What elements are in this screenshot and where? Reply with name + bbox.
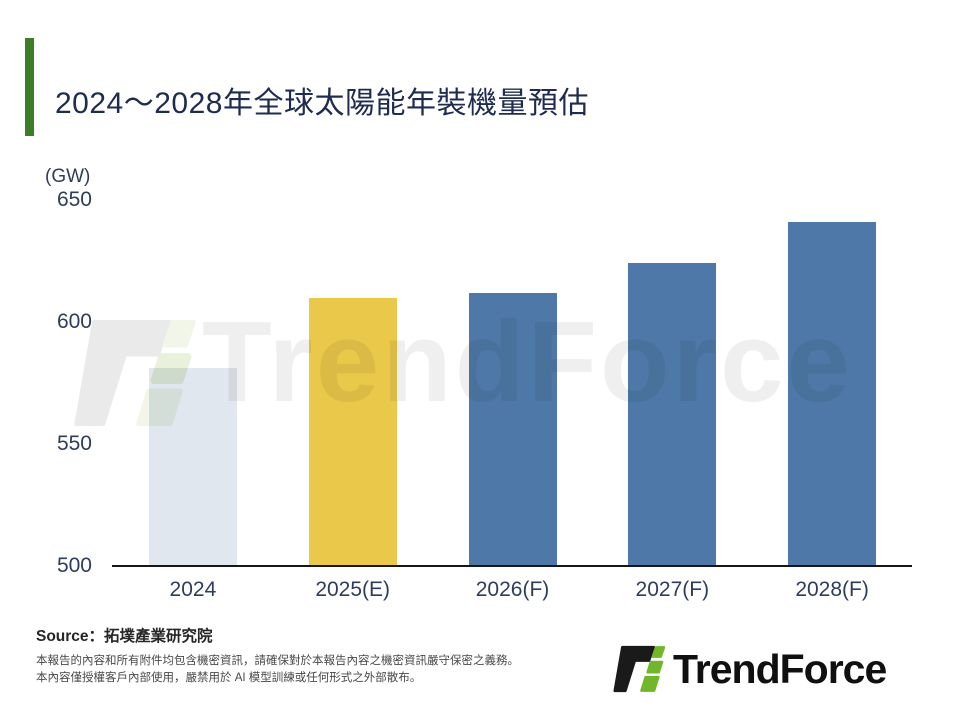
x-axis-line: [112, 565, 912, 567]
y-tick-500: 500: [56, 554, 92, 577]
source-label: Source：拓墣產業研究院: [36, 628, 213, 645]
bar-2028-f: [788, 221, 877, 566]
y-tick-650: 650: [56, 188, 92, 211]
disclaimer-line-2: 本內容僅授權客戶內部使用，嚴禁用於 AI 模型訓練或任何形式之外部散布。: [36, 672, 422, 684]
y-tick-550: 550: [56, 432, 92, 455]
trendforce-logo-mark-icon: [613, 645, 665, 693]
x-tick-2028-f: 2028(F): [795, 578, 869, 601]
disclaimer-line-1: 本報告的內容和所有附件均包含機密資訊，請確保對於本報告內容之機密資訊嚴守保密之義…: [36, 655, 519, 667]
y-axis-unit-label: (GW): [45, 166, 91, 187]
page-title: 2024～2028年全球太陽能年裝機量預估: [55, 87, 589, 121]
x-tick-2024: 2024: [169, 578, 217, 601]
bar-2025-e: [308, 297, 397, 566]
x-tick-2026-f: 2026(F): [475, 578, 550, 601]
x-tick-2027-f: 2027(F): [635, 578, 710, 601]
y-tick-600: 600: [56, 310, 92, 333]
trendforce-logo: TrendForce: [613, 644, 887, 694]
x-tick-2025-e: 2025(E): [315, 578, 391, 601]
bar-2026-f: [468, 292, 557, 566]
title-accent-bar: [25, 38, 34, 136]
plot-area: [113, 200, 912, 566]
trendforce-logo-text: TrendForce: [673, 646, 887, 692]
bar-2027-f: [628, 263, 717, 566]
bar-2024: [148, 368, 237, 566]
